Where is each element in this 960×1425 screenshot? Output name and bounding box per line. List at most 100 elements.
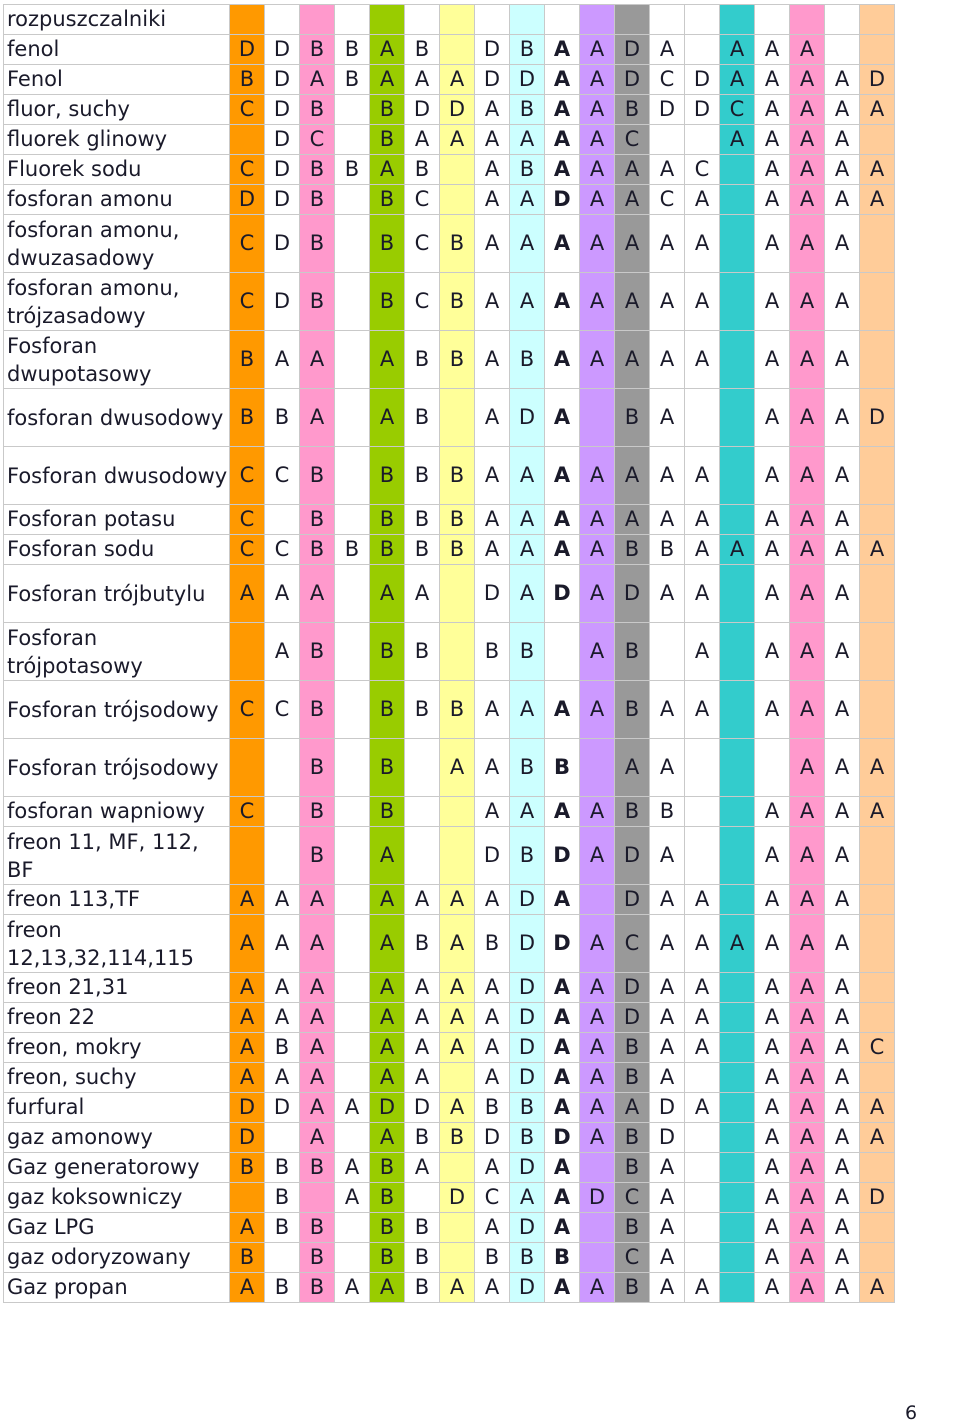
rating-cell: A: [544, 534, 580, 565]
rating-cell: A: [579, 184, 615, 215]
rating-cell: B: [229, 64, 265, 95]
rating-cell: D: [509, 1032, 545, 1063]
rating-cell: B: [369, 1182, 405, 1213]
rating-cell: A: [474, 214, 510, 273]
rating-cell: A: [754, 1122, 790, 1153]
rating-cell: A: [789, 972, 825, 1003]
rating-cell: [334, 622, 370, 681]
rating-cell: [404, 4, 440, 35]
rating-cell: C: [229, 94, 265, 125]
row-name: Fosforan sodu: [3, 534, 230, 565]
row-name: Gaz propan: [3, 1272, 230, 1303]
rating-cell: D: [474, 1122, 510, 1153]
row-name: freon 22: [3, 1002, 230, 1033]
rating-cell: [334, 826, 370, 885]
row-name: fosforan wapniowy: [3, 796, 230, 827]
rating-cell: B: [264, 1212, 300, 1243]
rating-cell: [439, 826, 475, 885]
rating-cell: A: [404, 64, 440, 95]
rating-cell: A: [684, 564, 720, 623]
rating-cell: [334, 330, 370, 389]
rating-cell: D: [544, 826, 580, 885]
rating-cell: D: [544, 1122, 580, 1153]
table-row: freon 113,TF A A A A A A A D A D A A A A A: [3, 884, 895, 915]
rating-cell: D: [474, 826, 510, 885]
rating-cell: A: [544, 1182, 580, 1213]
rating-cell: [859, 214, 895, 273]
rating-cell: A: [299, 914, 335, 973]
rating-cell: B: [614, 796, 650, 827]
rating-cell: D: [649, 1122, 685, 1153]
rating-cell: A: [754, 826, 790, 885]
rating-cell: A: [509, 272, 545, 331]
rating-cell: A: [649, 1152, 685, 1183]
rating-cell: A: [229, 1212, 265, 1243]
rating-cell: [229, 1182, 265, 1213]
rating-cell: C: [614, 914, 650, 973]
rating-cell: [859, 564, 895, 623]
table-row: freon 12,13,32,114,115 A A A A B A B D D A C A A A A A A: [3, 914, 895, 973]
rating-cell: A: [684, 972, 720, 1003]
rating-cell: A: [299, 884, 335, 915]
rating-cell: [439, 154, 475, 185]
rating-cell: A: [859, 796, 895, 827]
rating-cell: A: [789, 94, 825, 125]
rating-cell: C: [229, 154, 265, 185]
rating-cell: A: [404, 972, 440, 1003]
rating-cell: [439, 388, 475, 447]
rating-cell: D: [684, 94, 720, 125]
rating-cell: A: [544, 64, 580, 95]
rating-cell: A: [404, 1152, 440, 1183]
row-name: Fosforan trójsodowy: [3, 680, 230, 739]
rating-cell: [859, 34, 895, 65]
rating-cell: D: [264, 272, 300, 331]
rating-cell: A: [824, 914, 860, 973]
rating-cell: [649, 622, 685, 681]
rating-cell: [439, 796, 475, 827]
row-name: Fluorek sodu: [3, 154, 230, 185]
table-row: Fenol B D A B A A A D D A A D C D A A A A D: [3, 64, 895, 95]
rating-cell: [579, 1242, 615, 1273]
rating-cell: A: [614, 214, 650, 273]
rating-cell: D: [509, 914, 545, 973]
rating-cell: [439, 34, 475, 65]
rating-cell: [859, 914, 895, 973]
row-name: freon 12,13,32,114,115: [3, 914, 230, 973]
rating-cell: [579, 1212, 615, 1243]
rating-cell: A: [754, 272, 790, 331]
rating-cell: A: [509, 446, 545, 505]
rating-cell: [684, 1242, 720, 1273]
rating-cell: [719, 504, 755, 535]
rating-cell: A: [474, 184, 510, 215]
rating-cell: B: [404, 1212, 440, 1243]
rating-cell: A: [649, 34, 685, 65]
rating-cell: B: [369, 214, 405, 273]
rating-cell: A: [229, 1272, 265, 1303]
rating-cell: A: [754, 1272, 790, 1303]
rating-cell: A: [544, 1002, 580, 1033]
rating-cell: B: [299, 1212, 335, 1243]
rating-cell: A: [824, 64, 860, 95]
rating-cell: A: [579, 124, 615, 155]
rating-cell: A: [369, 826, 405, 885]
rating-cell: [719, 330, 755, 389]
rating-cell: D: [474, 64, 510, 95]
rating-cell: [334, 214, 370, 273]
rating-cell: C: [229, 796, 265, 827]
rating-cell: [719, 680, 755, 739]
rating-cell: A: [789, 738, 825, 797]
rating-cell: B: [229, 330, 265, 389]
rating-cell: A: [474, 1062, 510, 1093]
rating-cell: A: [684, 184, 720, 215]
rating-cell: [334, 124, 370, 155]
rating-cell: A: [544, 796, 580, 827]
rating-cell: B: [369, 796, 405, 827]
rating-cell: A: [649, 1212, 685, 1243]
rating-cell: D: [264, 64, 300, 95]
rating-cell: D: [614, 1002, 650, 1033]
rating-cell: B: [509, 94, 545, 125]
rating-cell: A: [754, 124, 790, 155]
rating-cell: A: [789, 884, 825, 915]
rating-cell: A: [789, 1002, 825, 1033]
rating-cell: A: [579, 972, 615, 1003]
